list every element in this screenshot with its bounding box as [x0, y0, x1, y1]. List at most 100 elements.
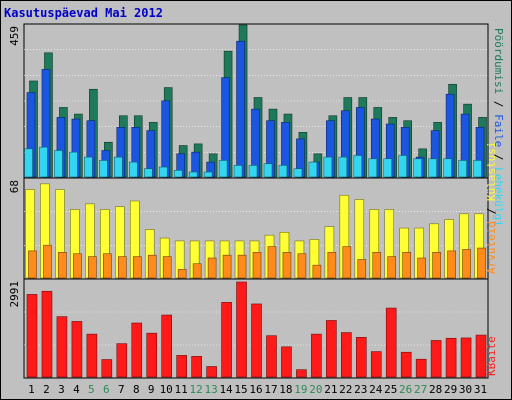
bar-lehekülgi-day-22 — [338, 156, 348, 178]
bar-kbytes-day-16 — [251, 303, 262, 378]
bar-kbytes-day-1 — [26, 294, 38, 378]
x-tick-label-day-31: 31 — [474, 383, 487, 396]
bar-arvuteid-day-24 — [372, 252, 382, 279]
bar-lehekülgi-day-11 — [173, 170, 183, 178]
bar-arvuteid-day-22 — [342, 246, 352, 279]
bar-lehekülgi-day-20 — [308, 161, 318, 178]
bar-kbytes-day-2 — [41, 290, 53, 378]
x-tick-label-day-14: 14 — [219, 383, 233, 396]
ymax-label-panel-3: 2991 — [8, 281, 21, 308]
bar-kbytes-day-28 — [430, 340, 442, 378]
bar-arvuteid-day-6 — [103, 253, 112, 279]
bar-lehekülgi-day-26 — [398, 155, 407, 178]
bar-arvuteid-day-16 — [252, 252, 262, 279]
legend-faile: Faile — [492, 114, 505, 147]
bar-arvuteid-day-14 — [222, 254, 232, 279]
bar-arvuteid-day-11 — [177, 269, 187, 279]
x-tick-label-day-23: 23 — [354, 383, 367, 396]
bar-kbytes-day-10 — [161, 314, 173, 378]
bar-lehekülgi-day-5 — [84, 156, 93, 178]
bar-kbytes-day-12 — [191, 356, 202, 378]
bar-arvuteid-day-25 — [387, 256, 397, 279]
x-tick-label-day-10: 10 — [160, 383, 173, 396]
bar-kbytes-day-29 — [445, 337, 457, 378]
bar-lehekülgi-day-2 — [39, 146, 48, 178]
bar-arvuteid-day-15 — [237, 254, 247, 279]
bar-arvuteid-day-12 — [192, 263, 202, 279]
x-tick-label-day-2: 2 — [43, 383, 50, 396]
bar-kbytes-day-25 — [385, 307, 397, 378]
bar-lehekülgi-day-7 — [114, 156, 123, 178]
x-tick-label-day-5: 5 — [88, 383, 95, 396]
legend-arvuteid: Arvuteid — [485, 221, 498, 274]
bar-kbytes-day-26 — [400, 351, 412, 378]
bar-kbytes-day-6 — [101, 359, 113, 378]
bar-lehekülgi-day-24 — [368, 158, 378, 178]
x-tick-label-day-29: 29 — [444, 383, 457, 396]
legend-sep: / — [492, 147, 505, 167]
bar-arvuteid-day-18 — [282, 252, 292, 279]
bar-lehekülgi-day-9 — [143, 168, 153, 178]
x-tick-label-day-22: 22 — [339, 383, 352, 396]
legend-kulastusi: Külastusi — [485, 142, 498, 202]
bar-kbytes-day-27 — [415, 358, 427, 378]
x-tick-label-day-26: 26 — [399, 383, 412, 396]
x-tick-label-day-9: 9 — [148, 383, 155, 396]
bar-arvuteid-day-8 — [132, 256, 142, 279]
bar-kbytes-day-23 — [355, 336, 367, 378]
bar-arvuteid-day-9 — [147, 254, 157, 279]
bar-arvuteid-day-1 — [28, 250, 37, 279]
bar-kbytes-day-18 — [281, 346, 292, 378]
x-tick-label-day-11: 11 — [175, 383, 188, 396]
bar-kbytes-day-8 — [131, 322, 143, 378]
bar-arvuteid-day-17 — [267, 246, 277, 279]
legend-kbaite: KBaite — [485, 336, 498, 376]
legend-sep: / — [492, 94, 505, 114]
bar-lehekülgi-day-1 — [24, 148, 33, 178]
ymax-label-panel-1: 459 — [8, 26, 21, 46]
bar-arvuteid-day-21 — [327, 252, 337, 279]
chart-title: Kasutuspäevad Mai 2012 — [4, 6, 163, 20]
bar-kbytes-day-3 — [56, 316, 68, 378]
x-tick-label-day-7: 7 — [118, 383, 125, 396]
bar-lehekülgi-day-29 — [443, 158, 452, 178]
bar-kbytes-day-13 — [206, 366, 217, 378]
legend-lehekulgi: Lehekülgi — [492, 167, 505, 227]
x-tick-label-day-27: 27 — [414, 383, 427, 396]
bar-lehekülgi-day-12 — [188, 171, 198, 178]
bar-kbytes-day-4 — [71, 321, 83, 378]
bar-arvuteid-day-3 — [58, 252, 67, 279]
x-tick-label-day-17: 17 — [264, 383, 277, 396]
bar-lehekülgi-day-17 — [263, 163, 273, 178]
x-tick-label-day-18: 18 — [279, 383, 292, 396]
x-tick-label-day-8: 8 — [133, 383, 140, 396]
x-tick-label-day-25: 25 — [384, 383, 397, 396]
bar-lehekülgi-day-21 — [323, 156, 333, 178]
bar-kbytes-day-17 — [266, 335, 277, 378]
bar-lehekülgi-day-15 — [233, 165, 243, 178]
bar-arvuteid-day-5 — [88, 256, 97, 279]
x-tick-label-day-21: 21 — [324, 383, 337, 396]
bar-lehekülgi-day-8 — [128, 161, 138, 178]
x-tick-label-day-16: 16 — [249, 383, 262, 396]
bar-kbytes-day-22 — [341, 332, 352, 378]
legend-sep: / — [485, 201, 498, 221]
bar-arvuteid-day-26 — [402, 252, 411, 279]
x-tick-label-day-3: 3 — [58, 383, 65, 396]
x-tick-label-day-15: 15 — [234, 383, 247, 396]
legend-panel-group: Pöördumisi / Faile / Lehekülgi — [492, 28, 505, 227]
x-tick-label-day-30: 30 — [459, 383, 472, 396]
x-tick-label-day-13: 13 — [204, 383, 217, 396]
bar-lehekülgi-day-18 — [278, 165, 288, 178]
bar-faile-day-10 — [161, 100, 171, 178]
bar-lehekülgi-day-4 — [69, 151, 78, 178]
bar-arvuteid-day-20 — [312, 264, 322, 279]
x-tick-label-day-24: 24 — [369, 383, 383, 396]
legend-poordumisi: Pöördumisi — [492, 28, 505, 94]
bar-lehekülgi-day-25 — [383, 158, 393, 178]
bar-kbytes-day-7 — [116, 343, 128, 378]
bar-lehekülgi-day-6 — [99, 160, 108, 178]
bar-kbytes-day-9 — [146, 332, 158, 378]
bar-lehekülgi-day-13 — [203, 171, 213, 178]
